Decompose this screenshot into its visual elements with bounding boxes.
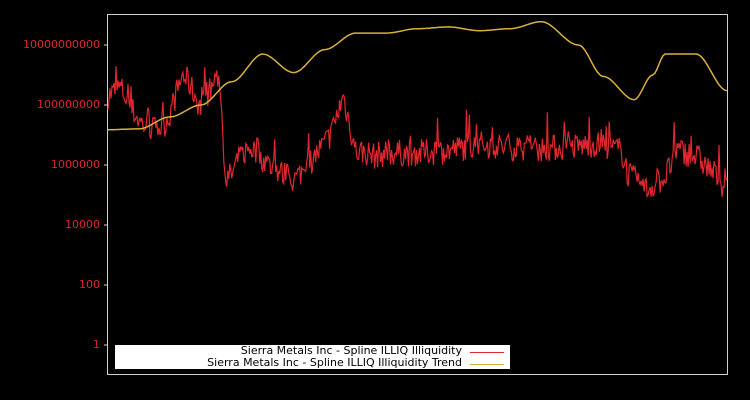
legend-swatch-trend (470, 364, 504, 365)
y-tick-marks (104, 44, 107, 346)
y-tick-label: 100000000 (37, 98, 100, 111)
y-tick-label: 10000000000 (23, 38, 100, 51)
legend-label-illiquidity: Sierra Metals Inc - Spline ILLIQ Illiqui… (240, 344, 462, 357)
y-tick-label: 1 (93, 338, 100, 351)
y-tick-label: 100 (79, 278, 100, 291)
y-tick-label: 1000000 (51, 158, 100, 171)
legend-label-trend: Sierra Metals Inc - Spline ILLIQ Illiqui… (207, 356, 462, 369)
legend-swatch-illiquidity (470, 352, 504, 353)
illiquidity-line (107, 66, 728, 199)
legend: Sierra Metals Inc - Spline ILLIQ Illiqui… (115, 345, 510, 369)
illiquidity-trend-line (108, 20, 728, 131)
y-tick-label: 10000 (65, 218, 100, 231)
plot-frame (107, 14, 728, 375)
